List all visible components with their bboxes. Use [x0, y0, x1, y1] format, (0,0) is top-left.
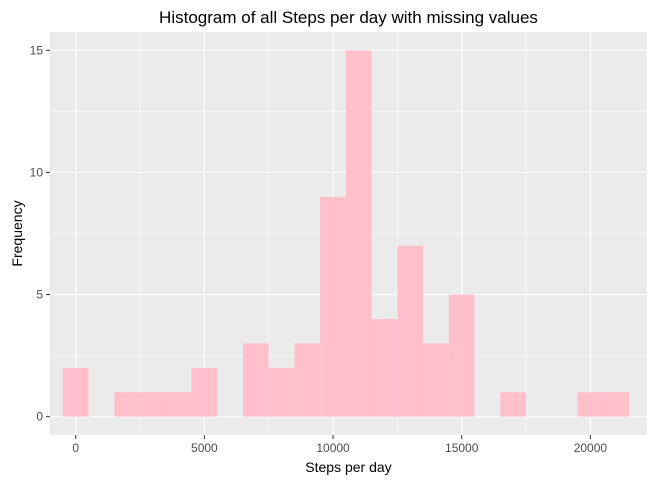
chart-title: Histogram of all Steps per day with miss…	[159, 8, 538, 27]
histogram-bar	[577, 392, 604, 417]
y-tick-label: 15	[30, 43, 44, 57]
x-tick-label: 20000	[574, 441, 608, 455]
histogram-bar	[191, 367, 218, 417]
histogram-bar	[423, 343, 449, 417]
histogram-bar	[371, 318, 398, 417]
histogram-bar	[345, 50, 372, 417]
x-tick-label: 15000	[445, 441, 479, 455]
y-tick-label: 10	[30, 165, 44, 179]
histogram-bar	[140, 392, 166, 417]
x-tick-label: 0	[72, 441, 79, 455]
histogram-bar	[500, 392, 527, 417]
histogram-bar	[114, 392, 141, 417]
histogram-bar	[294, 343, 321, 417]
histogram-bar	[397, 245, 424, 417]
histogram-bar	[268, 367, 295, 417]
histogram-bar	[603, 392, 629, 417]
histogram-bar	[165, 392, 192, 417]
y-tick-label: 0	[36, 410, 43, 424]
histogram-bar	[448, 294, 475, 417]
x-tick-label: 5000	[191, 441, 218, 455]
x-tick-label: 10000	[316, 441, 350, 455]
x-axis-title: Steps per day	[305, 459, 391, 475]
histogram-bar	[320, 196, 346, 417]
y-axis: 0 5 10 15	[30, 43, 50, 424]
y-axis-title: Frequency	[9, 200, 25, 266]
y-tick-label: 5	[36, 288, 43, 302]
histogram-bar	[242, 343, 269, 417]
histogram-bars	[62, 50, 629, 417]
histogram-bar	[62, 367, 89, 417]
x-axis: 0 5000 10000 15000 20000	[72, 435, 607, 455]
